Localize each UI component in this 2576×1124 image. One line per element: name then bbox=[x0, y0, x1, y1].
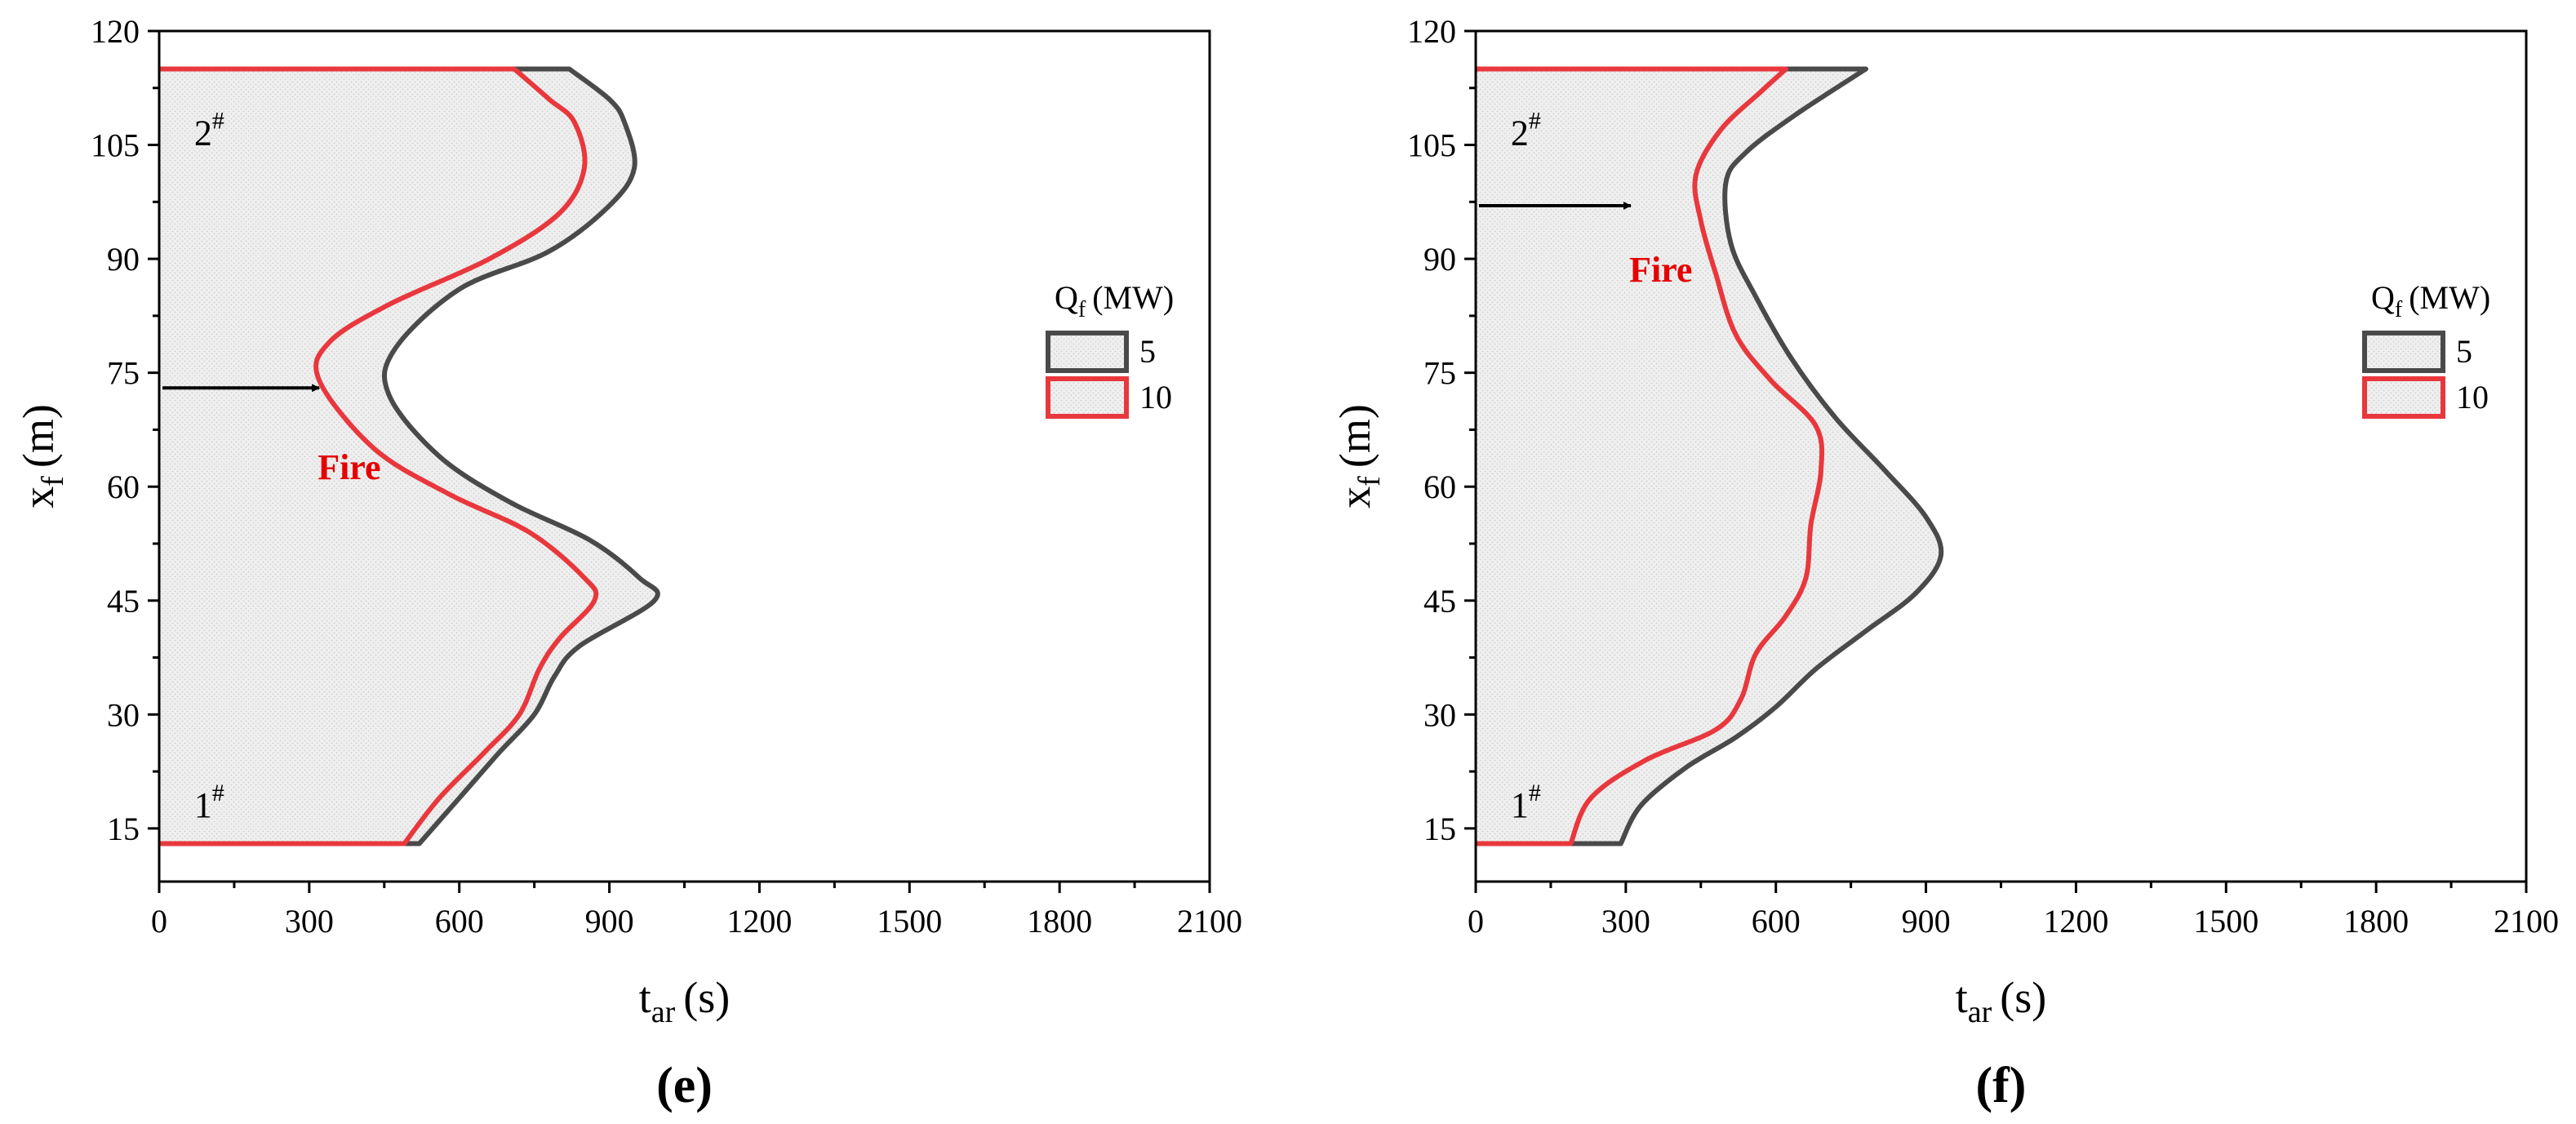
series-line-5 bbox=[1476, 66, 1944, 846]
y-axis-label-unit: (m) bbox=[14, 404, 63, 468]
x-tick-label: 300 bbox=[285, 903, 334, 940]
legend-title-main: Q bbox=[2371, 279, 2395, 316]
node-label-bottom-sup: # bbox=[212, 780, 224, 806]
x-tick-label: 1200 bbox=[726, 903, 792, 940]
x-tick-label: 1200 bbox=[2043, 903, 2108, 940]
y-tick-label: 120 bbox=[91, 13, 140, 50]
panel-label: (f) bbox=[1976, 1058, 2027, 1113]
legend-title-sub: f bbox=[2395, 297, 2403, 322]
x-axis-label-sub: ar bbox=[1968, 995, 1992, 1029]
legend-swatch-10 bbox=[1046, 376, 1129, 419]
legend-title-sub: f bbox=[1078, 297, 1086, 322]
y-tick-label: 60 bbox=[107, 469, 140, 505]
node-label-bottom: 1# bbox=[1511, 780, 1541, 825]
node-label-top: 2# bbox=[194, 108, 224, 153]
y-tick-label: 60 bbox=[1423, 469, 1456, 505]
x-tick-label: 1500 bbox=[877, 903, 942, 940]
legend-swatch-5 bbox=[2362, 331, 2445, 373]
y-axis-label-unit: (m) bbox=[1330, 404, 1379, 468]
y-tick-label: 120 bbox=[1407, 13, 1456, 50]
y-axis-label: xf (m) bbox=[14, 404, 70, 509]
legend-title: Qf (MW) bbox=[1055, 279, 1174, 322]
y-tick-label: 90 bbox=[107, 241, 140, 278]
series-line-10 bbox=[159, 66, 599, 846]
x-tick-label: 300 bbox=[1601, 903, 1650, 940]
x-tick-label: 900 bbox=[585, 903, 634, 940]
series-line-5 bbox=[159, 66, 660, 846]
x-tick-label: 1800 bbox=[1027, 903, 1092, 940]
y-tick-label: 15 bbox=[1423, 811, 1456, 847]
x-tick-label: 600 bbox=[435, 903, 484, 940]
node-label-bottom-main: 1 bbox=[1511, 785, 1529, 825]
y-tick-label: 75 bbox=[1423, 355, 1456, 392]
x-axis-label: tar (s) bbox=[1956, 973, 2047, 1029]
y-axis-label: xf (m) bbox=[1330, 404, 1387, 509]
legend-swatch-5 bbox=[1046, 331, 1129, 373]
node-label-bottom: 1# bbox=[194, 780, 224, 825]
legend-label-10: 10 bbox=[2456, 379, 2489, 415]
x-axis-label-sub: ar bbox=[651, 995, 676, 1029]
x-axis-label-main: t bbox=[639, 973, 651, 1022]
y-tick-label: 90 bbox=[1423, 241, 1456, 278]
panel-label: (e) bbox=[656, 1058, 713, 1113]
x-tick-label: 600 bbox=[1752, 903, 1801, 940]
x-tick-label: 0 bbox=[1468, 903, 1484, 940]
legend-label-5: 5 bbox=[2456, 333, 2472, 370]
x-axis-label-unit: (s) bbox=[683, 973, 730, 1022]
y-axis-label-sub: f bbox=[36, 476, 70, 486]
node-label-top-main: 2 bbox=[1511, 113, 1529, 153]
x-tick-label: 900 bbox=[1902, 903, 1951, 940]
x-tick-label: 2100 bbox=[2494, 903, 2559, 940]
x-axis-label: tar (s) bbox=[639, 973, 731, 1029]
y-tick-label: 45 bbox=[107, 583, 140, 620]
chart-panel-e: 0 300 600 900 1200 1500 1800 210015304560759010… bbox=[14, 13, 1242, 1113]
node-label-bottom-main: 1 bbox=[194, 785, 212, 825]
x-tick-label: 2100 bbox=[1177, 903, 1242, 940]
legend-title-unit: (MW) bbox=[1092, 279, 1174, 316]
fire-annotation: Fire bbox=[1629, 250, 1692, 290]
x-axis-label-unit: (s) bbox=[2000, 973, 2046, 1022]
legend-label-5: 5 bbox=[1139, 333, 1156, 370]
legend-title: Qf (MW) bbox=[2371, 279, 2490, 322]
node-label-top-sup: # bbox=[212, 108, 224, 135]
y-tick-label: 105 bbox=[91, 127, 140, 164]
node-label-top: 2# bbox=[1511, 108, 1541, 153]
y-axis-label-main: x bbox=[1330, 486, 1379, 509]
x-tick-label: 1800 bbox=[2343, 903, 2409, 940]
y-tick-label: 30 bbox=[1423, 696, 1456, 733]
y-axis-label-main: x bbox=[14, 486, 63, 509]
x-tick-label: 0 bbox=[151, 903, 167, 940]
y-tick-label: 30 bbox=[107, 696, 140, 733]
node-label-bottom-sup: # bbox=[1529, 780, 1541, 806]
chart-panel-f: 0 300 600 900 1200 1500 1800 210015304560759010… bbox=[1330, 13, 2559, 1113]
y-axis-label-sub: f bbox=[1352, 476, 1387, 486]
shaded-region bbox=[159, 69, 658, 844]
y-tick-label: 75 bbox=[107, 355, 140, 392]
y-tick-label: 45 bbox=[1423, 583, 1456, 620]
series-line-10 bbox=[1476, 66, 1825, 846]
x-tick-label: 1500 bbox=[2193, 903, 2258, 940]
shaded-region bbox=[1476, 69, 1942, 844]
x-axis-label-main: t bbox=[1956, 973, 1968, 1022]
legend-label-10: 10 bbox=[1139, 379, 1172, 415]
y-tick-label: 15 bbox=[107, 811, 140, 847]
fire-annotation: Fire bbox=[318, 447, 380, 487]
y-tick-label: 105 bbox=[1407, 127, 1456, 164]
node-label-top-main: 2 bbox=[194, 113, 212, 153]
node-label-top-sup: # bbox=[1529, 108, 1541, 135]
legend-title-unit: (MW) bbox=[2409, 279, 2490, 316]
legend-title-main: Q bbox=[1055, 279, 1078, 316]
legend-swatch-10 bbox=[2362, 376, 2445, 419]
